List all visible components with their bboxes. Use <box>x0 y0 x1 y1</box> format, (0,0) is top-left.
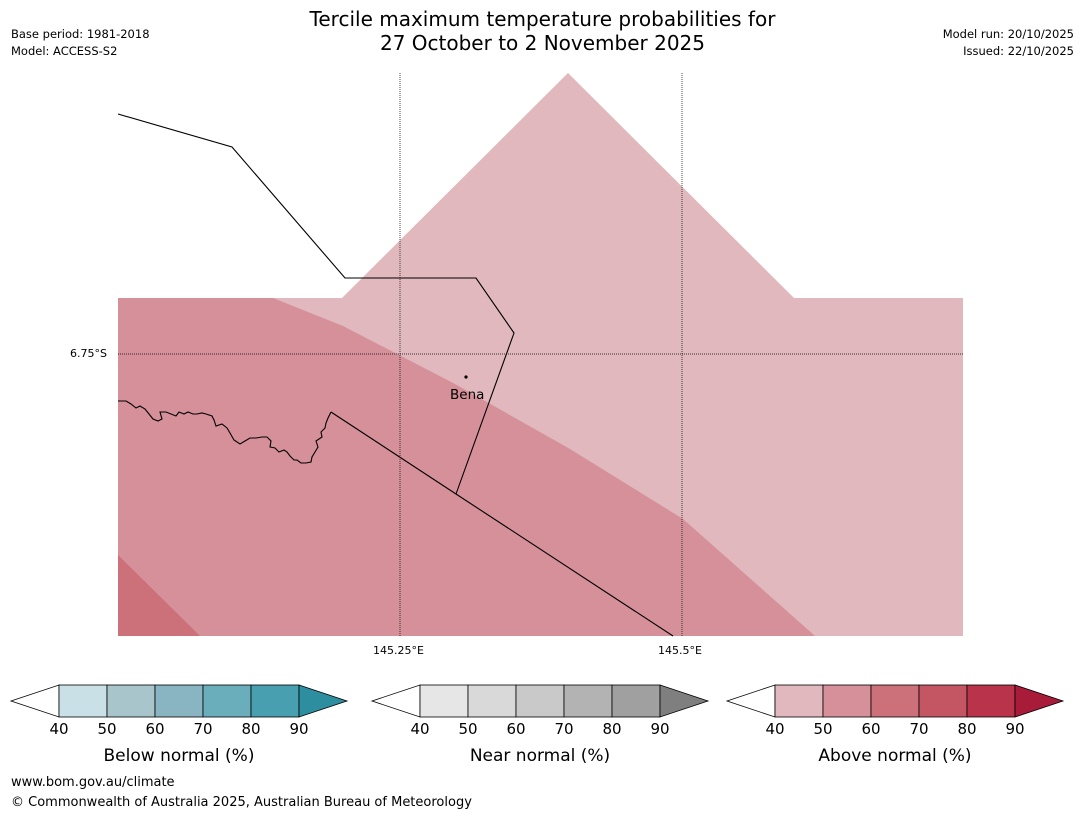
river-boundary <box>118 400 332 464</box>
colorbar-segment <box>822 684 872 718</box>
colorbar-above-normal: 40 50 60 70 80 90 Above normal (%) <box>725 684 1065 766</box>
colorbar-segment <box>202 684 252 718</box>
issued-date: Issued: 22/10/2025 <box>963 44 1074 58</box>
colorbar-arrow-low <box>370 684 421 718</box>
colorbar-segment <box>515 684 565 718</box>
place-label-bena: Bena <box>450 387 485 403</box>
colorbar-segment <box>106 684 156 718</box>
colorbar-segment <box>419 684 469 718</box>
base-period: Base period: 1981-2018 <box>11 27 150 41</box>
colorbar-tick-label: 40 <box>765 720 784 738</box>
colorbar-segment <box>58 684 108 718</box>
lon-label-2: 145.5°E <box>658 644 702 657</box>
colorbar-arrow-high <box>659 684 710 718</box>
colorbar-arrow-high <box>298 684 349 718</box>
colorbar-tick-label: 60 <box>861 720 880 738</box>
colorbar-tick-label: 90 <box>289 720 308 738</box>
colorbar-segment <box>467 684 517 718</box>
colorbar-tick-label: 60 <box>506 720 525 738</box>
colorbar-segment <box>918 684 968 718</box>
colorbar-segment <box>563 684 613 718</box>
lat-label: 6.75°S <box>70 347 107 360</box>
colorbar-tick-label: 90 <box>1005 720 1024 738</box>
colorbar-legends: 40 50 60 70 80 90 Below normal (%) 40 50 60 70 80 90… <box>9 684 1065 766</box>
colorbar-tick-label: 40 <box>49 720 68 738</box>
colorbar-tick-label: 90 <box>650 720 669 738</box>
colorbar-title: Near normal (%) <box>470 746 610 766</box>
colorbar-arrow-high <box>1014 684 1065 718</box>
colorbar-tick-label: 80 <box>241 720 260 738</box>
title-line-2: 27 October to 2 November 2025 <box>379 31 706 55</box>
colorbar-segment <box>774 684 824 718</box>
colorbar-tick-label: 80 <box>602 720 621 738</box>
colorbar-tick-label: 70 <box>909 720 928 738</box>
colorbar-tick-label: 50 <box>458 720 477 738</box>
colorbar-tick-label: 40 <box>410 720 429 738</box>
colorbar-near-normal: 40 50 60 70 80 90 Near normal (%) <box>370 684 710 766</box>
colorbar-below-normal: 40 50 60 70 80 90 Below normal (%) <box>9 684 349 766</box>
footer-copyright: © Commonwealth of Australia 2025, Austra… <box>11 795 472 810</box>
colorbar-arrow-low <box>725 684 776 718</box>
title-line-1: Tercile maximum temperature probabilitie… <box>309 7 776 31</box>
colorbar-tick-label: 50 <box>97 720 116 738</box>
colorbar-segment <box>250 684 300 718</box>
lon-label-1: 145.25°E <box>373 644 424 657</box>
model-name: Model: ACCESS-S2 <box>11 44 118 58</box>
colorbar-segment <box>611 684 661 718</box>
meta-right: Model run: 20/10/2025 Issued: 22/10/2025 <box>943 26 1074 60</box>
region-above-60 <box>118 298 815 636</box>
colorbar-tick-label: 50 <box>813 720 832 738</box>
colorbar-segment <box>154 684 204 718</box>
meta-left: Base period: 1981-2018 Model: ACCESS-S2 <box>11 26 150 60</box>
province-boundary-south <box>330 411 674 637</box>
colorbar-title: Above normal (%) <box>818 746 971 766</box>
colorbar-arrow-low <box>9 684 60 718</box>
colorbar-segment <box>966 684 1016 718</box>
colorbar-tick-label: 80 <box>957 720 976 738</box>
province-boundary-north <box>117 113 515 495</box>
colorbar-tick-label: 70 <box>554 720 573 738</box>
colorbar-tick-label: 60 <box>145 720 164 738</box>
colorbar-title: Below normal (%) <box>104 746 255 766</box>
bena-marker <box>464 375 468 379</box>
colorbar-segment <box>870 684 920 718</box>
footer-url: www.bom.gov.au/climate <box>11 775 175 790</box>
chart-title: Tercile maximum temperature probabilitie… <box>0 7 1085 55</box>
region-above-70 <box>118 555 200 636</box>
model-run: Model run: 20/10/2025 <box>942 27 1074 41</box>
colorbar-tick-label: 70 <box>193 720 212 738</box>
